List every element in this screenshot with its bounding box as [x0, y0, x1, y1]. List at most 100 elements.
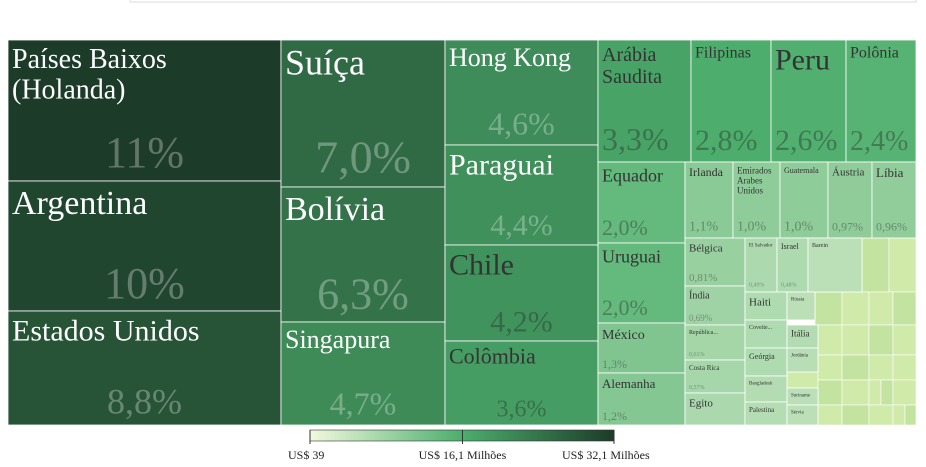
value-label: 7,0%: [315, 131, 411, 182]
tile-label: Palestina: [749, 406, 775, 414]
tile-label: Suriname: [791, 393, 811, 398]
tile-label: Argentina: [12, 185, 147, 222]
tile-label: Alemanha: [602, 376, 656, 391]
minor-tile: [861, 237, 890, 293]
minor-tile: [868, 404, 894, 426]
value-label: 4,2%: [490, 305, 553, 338]
tile-label: Haiti: [749, 296, 771, 308]
tile-label: Áustria: [832, 166, 865, 178]
tile-label: Polônia: [850, 45, 899, 62]
tile: [732, 161, 781, 239]
minor-tile: [868, 324, 894, 356]
tile-label: Líbia: [876, 165, 904, 180]
tile: [597, 372, 686, 426]
value-label: 0,57%: [689, 385, 705, 391]
minor-tile: [868, 291, 894, 326]
tile-label: Israel: [781, 242, 800, 251]
value-label: 11%: [105, 128, 184, 177]
tile-label: Jordânia: [791, 353, 809, 358]
colorbar-tick-label: US$ 16,1 Milhões: [419, 448, 507, 462]
minor-tile: [888, 237, 917, 293]
minor-tile: [841, 379, 870, 406]
minor-tile: [892, 404, 906, 426]
tile: [786, 347, 819, 373]
tile-label: Chile: [449, 249, 514, 282]
value-label: 0,61%: [689, 352, 705, 358]
tile: [690, 39, 772, 163]
tile: [786, 404, 819, 426]
value-label: 3,3%: [602, 121, 669, 157]
value-label: 3,6%: [497, 397, 547, 423]
tile: [444, 144, 599, 246]
value-label: 1,3%: [602, 357, 627, 371]
tile-label: Sérvia: [791, 410, 805, 415]
value-label: 8,8%: [107, 382, 182, 422]
value-label: 2,4%: [850, 126, 908, 157]
value-label: 4,7%: [330, 386, 397, 422]
tile: [280, 186, 446, 323]
tile: [597, 322, 686, 374]
tile: [744, 375, 788, 403]
tile: [684, 237, 746, 287]
tile-label: Irlanda: [689, 165, 724, 179]
minor-tile: [904, 404, 917, 426]
value-label: 1,1%: [689, 219, 719, 234]
tile-label: Egito: [689, 397, 713, 409]
minor-tile: [814, 291, 843, 326]
tile: [744, 291, 788, 321]
colorbar-tick-label: US$ 32,1 Milhões: [562, 448, 650, 462]
tile-label: Estados Unidos: [12, 315, 200, 348]
value-label: 1,2%: [602, 409, 627, 423]
minor-tile: [817, 324, 843, 356]
tile-label: Geórgia: [749, 352, 775, 361]
tile-label: Filipinas: [695, 45, 751, 62]
value-label: 10%: [104, 259, 185, 308]
tile-label: El Salvador: [749, 243, 773, 248]
tile: [7, 39, 282, 182]
value-label: 1,0%: [784, 219, 814, 234]
tile: [786, 291, 816, 321]
value-label: 0,97%: [832, 219, 863, 233]
tile-label: Barein: [812, 243, 828, 249]
tile: [597, 39, 692, 163]
tile: [684, 392, 746, 426]
minor-tile: [892, 291, 917, 326]
tile: [597, 161, 686, 244]
minor-tile: [817, 354, 843, 381]
minor-tile: [817, 379, 843, 406]
minor-tile: [841, 291, 870, 326]
value-label: 0,69%: [689, 313, 713, 323]
tile-label: Coveite...: [749, 325, 773, 331]
tile: [871, 161, 917, 239]
value-label: 2,0%: [602, 215, 648, 240]
tile-label: Índia: [689, 290, 710, 302]
minor-tile: [892, 324, 917, 356]
tile: [744, 347, 788, 377]
tile-label: Equador: [602, 165, 663, 185]
value-label: 0,96%: [876, 219, 907, 233]
value-label: 4,6%: [488, 106, 555, 142]
tile-label: Hong Kong: [449, 43, 571, 72]
value-label: 2,0%: [602, 295, 648, 320]
tile: [684, 161, 734, 239]
tile-label: Bolívia: [285, 191, 385, 228]
tile: [770, 39, 847, 163]
tile: [444, 244, 599, 342]
minor-tile: [786, 371, 819, 389]
tile: [444, 340, 599, 426]
minor-tile: [841, 404, 870, 426]
tile: [684, 324, 746, 361]
tile: [7, 310, 282, 426]
value-label: 4,4%: [490, 209, 553, 242]
minor-tile: [880, 379, 894, 406]
tile-label: Suíça: [285, 43, 365, 83]
minor-tile: [892, 379, 917, 406]
tile-label: Colômbia: [449, 344, 536, 369]
minor-tile: [892, 354, 917, 381]
value-label: 1,0%: [737, 219, 767, 234]
minor-tiles: [786, 237, 917, 426]
tile-label: Singapura: [285, 325, 391, 354]
value-label: 2,8%: [695, 124, 758, 157]
tile-label: Rússia: [791, 297, 805, 302]
tile-label: Arábia Saudita: [602, 44, 662, 88]
